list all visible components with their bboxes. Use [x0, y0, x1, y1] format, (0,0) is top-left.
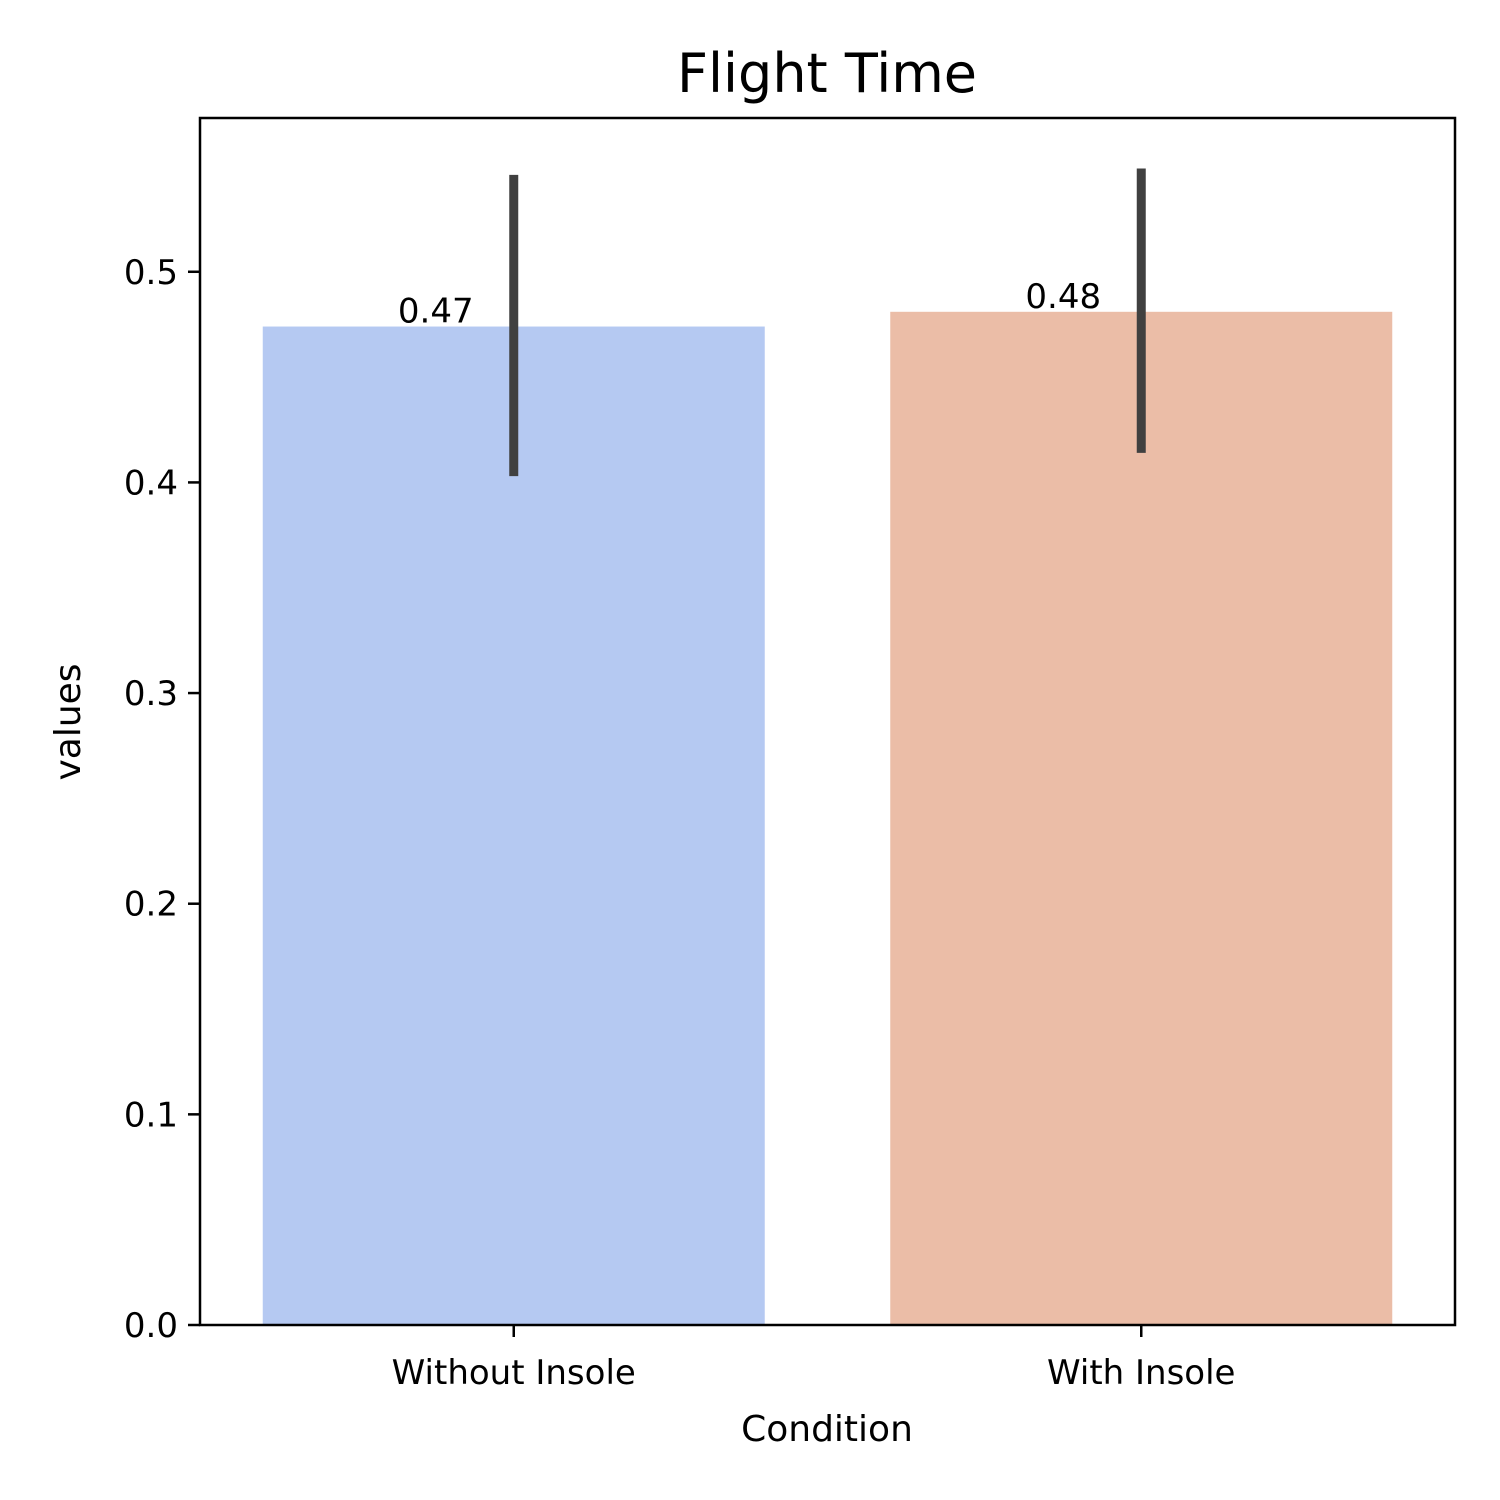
data-labels-layer: 0.47 0.48: [398, 277, 1101, 332]
bar-0: [262, 326, 765, 1325]
error-bars-layer: [509, 168, 1146, 477]
y-tick-label-1: 0.1: [124, 1095, 178, 1135]
y-tick-label-2: 0.2: [124, 885, 178, 925]
data-label-1: 0.48: [1025, 277, 1101, 317]
x-tick-label-1: With Insole: [1047, 1353, 1235, 1393]
y-tick-label-3: 0.3: [124, 674, 178, 714]
data-label-0: 0.47: [398, 292, 474, 332]
bar-1: [890, 311, 1393, 1325]
y-tick-label-5: 0.5: [124, 253, 178, 293]
bars-layer: [262, 311, 1393, 1325]
y-tick-label-4: 0.4: [124, 463, 178, 503]
y-axis: 0.0 0.1 0.2 0.3 0.4 0.5: [124, 253, 200, 1346]
y-axis-label: values: [48, 663, 89, 780]
x-tick-label-0: Without Insole: [392, 1353, 636, 1393]
chart-title: Flight Time: [677, 42, 977, 105]
plot-frame: [198, 116, 1457, 1327]
x-axis: Without Insole With Insole: [392, 1325, 1235, 1393]
y-tick-label-0: 0.0: [124, 1306, 178, 1346]
x-axis-label: Condition: [741, 1409, 913, 1450]
